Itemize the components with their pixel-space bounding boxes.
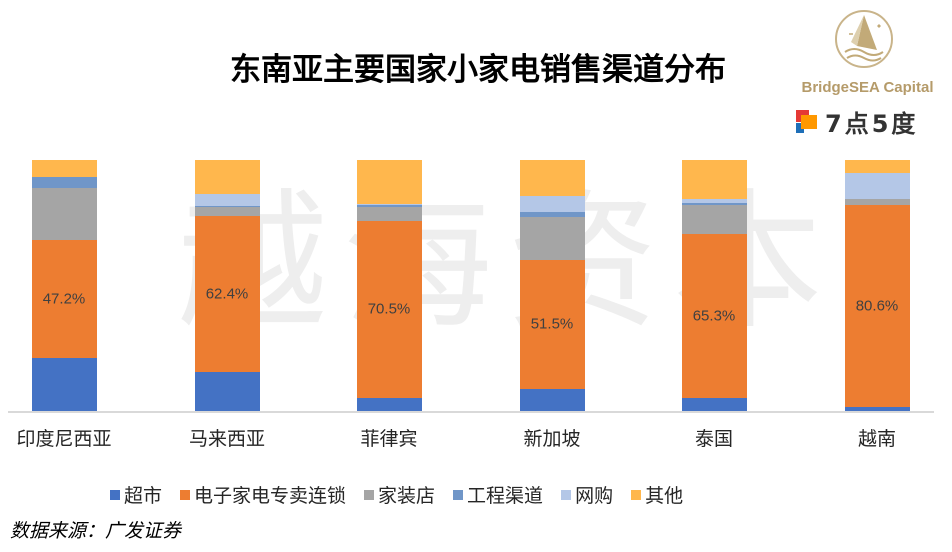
bar-segment <box>356 204 422 207</box>
bar-segment <box>31 176 97 188</box>
bar-segment <box>194 207 260 216</box>
bar-segment: 47.2% <box>31 239 97 359</box>
legend-label: 其他 <box>645 485 684 507</box>
bar-segment <box>844 198 910 205</box>
legend-item: 其他 <box>631 481 683 508</box>
data-label: 70.5% <box>367 300 411 318</box>
legend-label: 电子家电专卖连锁 <box>194 485 347 507</box>
bar-segment <box>519 216 585 260</box>
data-label: 62.4% <box>205 285 249 303</box>
bar-segment <box>681 204 747 235</box>
bar-stack: 47.2% <box>31 160 97 411</box>
data-label: 47.2% <box>42 290 86 308</box>
legend-label: 网购 <box>575 485 614 507</box>
legend-label: 家装店 <box>378 485 436 507</box>
legend-swatch-icon <box>561 489 572 500</box>
bar-segment <box>844 160 910 173</box>
x-axis-label: 印度尼西亚 <box>16 428 112 450</box>
bar-stack: 70.5% <box>356 160 422 411</box>
plot-area: 47.2% 62.4% 70.5% 51.5% 65.3% 80.6% <box>8 160 942 411</box>
legend-swatch-icon <box>110 489 120 500</box>
legend-swatch-icon <box>364 489 375 500</box>
secondary-logo: 7点5度 <box>795 104 918 139</box>
secondary-brand-name: 7点5度 <box>825 110 919 138</box>
bar-segment: 80.6% <box>844 204 910 407</box>
data-label: 65.3% <box>692 307 736 325</box>
bar-segment <box>356 206 422 221</box>
bar-segment: 65.3% <box>681 234 747 398</box>
data-label: 51.5% <box>530 315 574 333</box>
x-axis-label: 新加坡 <box>523 428 581 450</box>
bar-segment <box>194 206 260 208</box>
bar-segment <box>519 160 585 196</box>
bar-segment <box>844 406 910 411</box>
sailboat-wave-circle-icon <box>835 10 893 68</box>
bar-segment <box>194 372 260 411</box>
legend-label: 工程渠道 <box>467 485 544 507</box>
bar-segment <box>194 160 260 195</box>
bar-segment <box>681 160 747 199</box>
x-axis-label: 菲律宾 <box>360 428 418 450</box>
bar-segment: 51.5% <box>519 259 585 389</box>
bar-segment <box>31 187 97 240</box>
bar-segment <box>681 202 747 205</box>
legend-item: 电子家电专卖连锁 <box>180 481 346 508</box>
x-axis-labels: 印度尼西亚 马来西亚 菲律宾 新加坡 泰国 越南 <box>8 424 942 454</box>
bar-stack: 51.5% <box>519 160 585 411</box>
bar-segment <box>844 172 910 199</box>
legend-item: 网购 <box>561 481 613 508</box>
bar-segment <box>31 358 97 411</box>
bar-segment <box>356 203 422 205</box>
bar-segment <box>681 397 747 411</box>
legend-item: 工程渠道 <box>453 481 543 508</box>
bar-segment <box>194 194 260 207</box>
data-label: 80.6% <box>855 297 899 315</box>
legend-swatch-icon <box>453 489 464 500</box>
bar-segment <box>356 160 422 204</box>
seven-point-five-logo-icon <box>796 109 817 133</box>
bar-segment <box>519 388 585 411</box>
data-source: 数据来源：广发证券 <box>10 520 182 542</box>
bar-segment <box>519 211 585 217</box>
bar-segment <box>681 198 747 203</box>
bar-segment <box>356 397 422 411</box>
legend-swatch-icon <box>631 489 642 500</box>
bar-segment <box>519 195 585 212</box>
legend: 超市 电子家电专卖连锁 家装店 工程渠道 网购 其他 <box>110 481 701 508</box>
x-axis-label: 越南 <box>857 428 896 450</box>
legend-item: 超市 <box>110 481 162 508</box>
x-axis-label: 泰国 <box>694 428 733 450</box>
chart-title-text: 东南亚主要国家小家电销售渠道分布 <box>230 52 726 88</box>
bar-stack: 65.3% <box>681 160 747 411</box>
legend-swatch-icon <box>180 489 191 500</box>
legend-item: 家装店 <box>364 481 435 508</box>
bar-stack: 80.6% <box>844 160 910 411</box>
brand-name: BridgeSEA Capital <box>801 79 934 96</box>
x-axis-line <box>8 411 934 413</box>
bar-segment: 62.4% <box>194 215 260 373</box>
bar-segment: 70.5% <box>356 221 422 398</box>
chart-title: 东南亚主要国家小家电销售渠道分布 <box>0 44 952 89</box>
legend-label: 超市 <box>124 485 163 507</box>
x-axis-label: 马来西亚 <box>188 428 265 450</box>
bar-stack: 62.4% <box>194 160 260 411</box>
bar-segment <box>31 160 97 177</box>
